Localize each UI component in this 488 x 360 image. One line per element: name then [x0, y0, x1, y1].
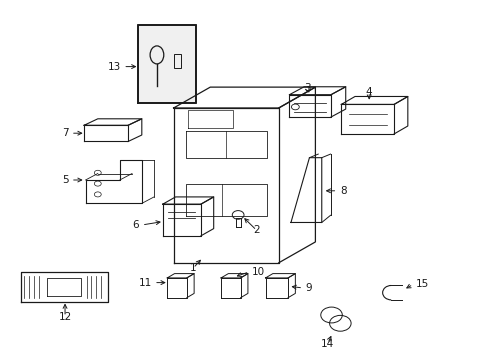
- Text: 3: 3: [303, 83, 310, 93]
- Text: 4: 4: [365, 87, 372, 97]
- Text: 6: 6: [132, 220, 139, 230]
- Text: 2: 2: [253, 225, 260, 235]
- Text: 9: 9: [305, 283, 312, 293]
- Text: 5: 5: [61, 175, 68, 185]
- Text: 10: 10: [251, 267, 264, 277]
- Text: 15: 15: [415, 279, 428, 289]
- Text: 11: 11: [138, 278, 151, 288]
- Text: 12: 12: [58, 312, 72, 322]
- Text: 13: 13: [107, 62, 121, 72]
- Bar: [173, 54, 181, 68]
- Text: 1: 1: [189, 263, 196, 273]
- Text: 7: 7: [61, 128, 68, 138]
- Bar: [138, 25, 195, 103]
- Text: 14: 14: [320, 339, 334, 349]
- Text: 8: 8: [339, 186, 346, 196]
